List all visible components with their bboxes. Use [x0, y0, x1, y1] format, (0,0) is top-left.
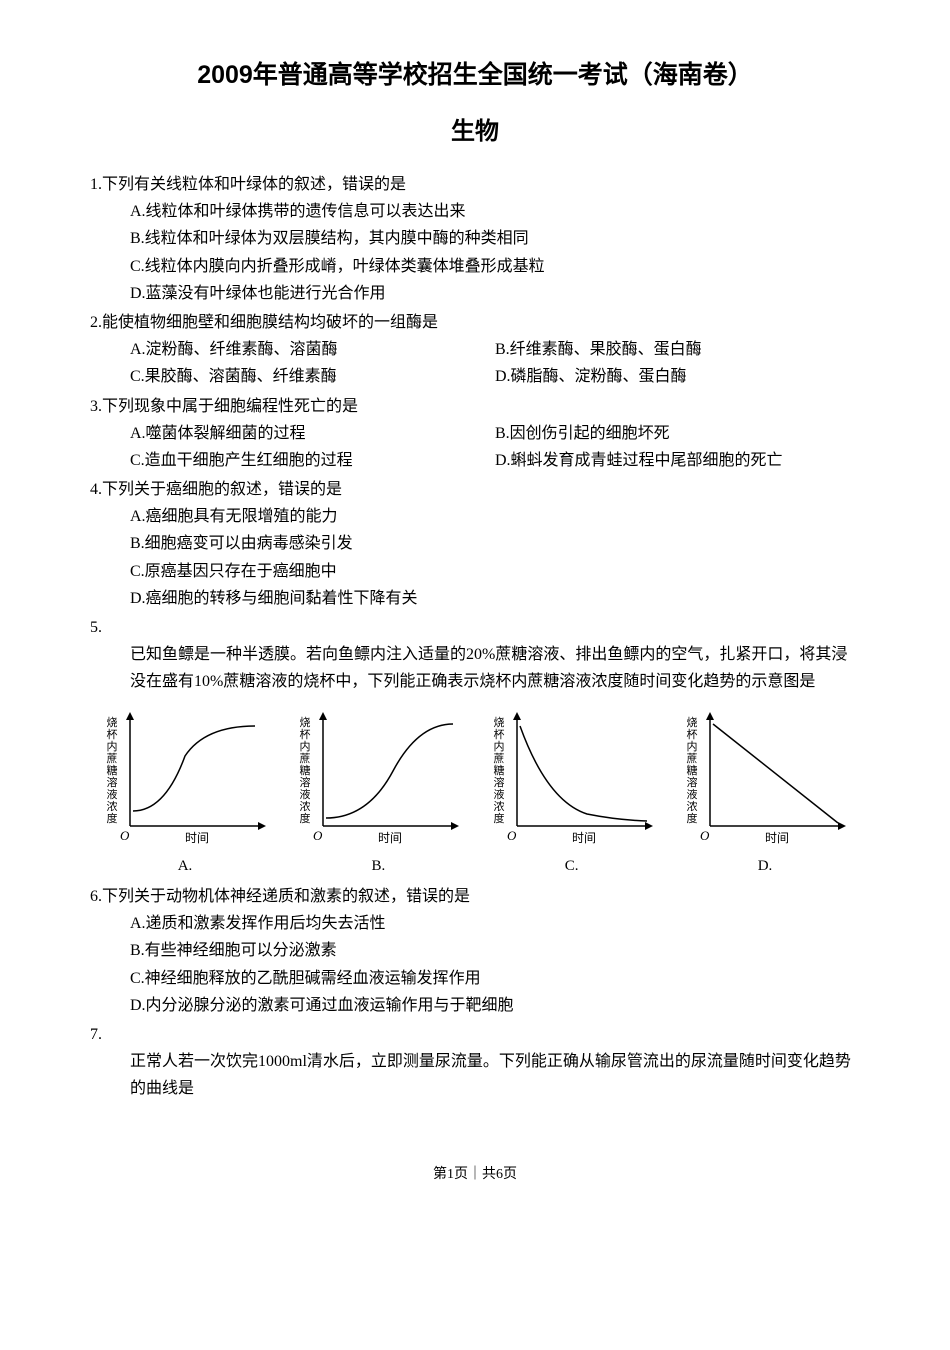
question: 3.下列现象中属于细胞编程性死亡的是A.噬菌体裂解细菌的过程B.因创伤引起的细胞… — [90, 393, 860, 475]
svg-text:时间: 时间 — [765, 831, 789, 845]
question-stem: 1.下列有关线粒体和叶绿体的叙述，错误的是 — [90, 171, 860, 198]
question-stem: 6.下列关于动物机体神经递质和激素的叙述，错误的是 — [90, 883, 860, 910]
svg-text:溶: 溶 — [300, 775, 311, 789]
svg-text:蔗: 蔗 — [300, 752, 311, 765]
svg-text:杯: 杯 — [107, 727, 118, 741]
chart-option: 烧杯内蔗糖溶液浓度 O 时间 C. — [487, 708, 657, 880]
svg-text:杯: 杯 — [493, 727, 504, 741]
svg-text:度: 度 — [686, 811, 697, 825]
option: B.细胞癌变可以由病毒感染引发 — [130, 530, 860, 557]
svg-text:烧: 烧 — [300, 716, 311, 729]
option: A.线粒体和叶绿体携带的遗传信息可以表达出来 — [130, 198, 860, 225]
svg-text:液: 液 — [300, 787, 311, 801]
option: C.神经细胞释放的乙酰胆碱需经血液运输发挥作用 — [130, 965, 860, 992]
svg-text:液: 液 — [107, 787, 118, 801]
svg-text:内: 内 — [686, 739, 697, 753]
svg-text:溶: 溶 — [493, 775, 504, 789]
svg-text:O: O — [507, 828, 517, 843]
svg-text:蔗: 蔗 — [107, 752, 118, 765]
option: C.原癌基因只存在于癌细胞中 — [130, 558, 860, 585]
question-stem: 3.下列现象中属于细胞编程性死亡的是 — [90, 393, 860, 420]
svg-text:糖: 糖 — [686, 763, 697, 777]
options: A.递质和激素发挥作用后均失去活性B.有些神经细胞可以分泌激素C.神经细胞释放的… — [130, 910, 860, 1019]
option: D.内分泌腺分泌的激素可通过血液运输作用与于靶细胞 — [130, 992, 860, 1019]
chart-option-label: A. — [100, 854, 270, 880]
svg-text:时间: 时间 — [185, 831, 209, 845]
svg-text:度: 度 — [493, 811, 504, 825]
questions-container: 1.下列有关线粒体和叶绿体的叙述，错误的是A.线粒体和叶绿体携带的遗传信息可以表… — [90, 171, 860, 1103]
options: A.噬菌体裂解细菌的过程B.因创伤引起的细胞坏死C.造血干细胞产生红细胞的过程D… — [130, 420, 860, 474]
options: A.线粒体和叶绿体携带的遗传信息可以表达出来B.线粒体和叶绿体为双层膜结构，其内… — [130, 198, 860, 307]
svg-text:糖: 糖 — [107, 763, 118, 777]
svg-text:内: 内 — [107, 739, 118, 753]
svg-text:糖: 糖 — [300, 763, 311, 777]
option: C.果胶酶、溶菌酶、纤维素酶 — [130, 363, 495, 390]
exam-title: 2009年普通高等学校招生全国统一考试（海南卷） — [90, 55, 860, 91]
options: A.淀粉酶、纤维素酶、溶菌酶B.纤维素酶、果胶酶、蛋白酶C.果胶酶、溶菌酶、纤维… — [130, 336, 860, 390]
chart-option-label: C. — [487, 854, 657, 880]
question-body: 已知鱼鳔是一种半透膜。若向鱼鳔内注入适量的20%蔗糖溶液、排出鱼鳔内的空气，扎紧… — [130, 641, 860, 695]
question-stem: 5. — [90, 614, 860, 641]
question: 5.已知鱼鳔是一种半透膜。若向鱼鳔内注入适量的20%蔗糖溶液、排出鱼鳔内的空气，… — [90, 614, 860, 879]
svg-text:度: 度 — [300, 811, 311, 825]
option: D.蝌蚪发育成青蛙过程中尾部细胞的死亡 — [495, 447, 860, 474]
option: A.噬菌体裂解细菌的过程 — [130, 420, 495, 447]
svg-text:时间: 时间 — [378, 831, 402, 845]
svg-text:浓: 浓 — [493, 800, 504, 813]
option: A.递质和激素发挥作用后均失去活性 — [130, 910, 860, 937]
svg-text:液: 液 — [686, 787, 697, 801]
option: A.癌细胞具有无限增殖的能力 — [130, 503, 860, 530]
page-footer: 第1页｜共6页 — [90, 1163, 860, 1183]
svg-text:度: 度 — [107, 811, 118, 825]
svg-text:O: O — [120, 828, 130, 843]
chart-option-label: B. — [293, 854, 463, 880]
chart-option: 烧杯内蔗糖溶液浓度 O 时间 B. — [293, 708, 463, 880]
question: 4.下列关于癌细胞的叙述，错误的是A.癌细胞具有无限增殖的能力B.细胞癌变可以由… — [90, 476, 860, 612]
question: 6.下列关于动物机体神经递质和激素的叙述，错误的是A.递质和激素发挥作用后均失去… — [90, 883, 860, 1019]
svg-text:烧: 烧 — [493, 716, 504, 729]
svg-text:蔗: 蔗 — [686, 752, 697, 765]
svg-text:杯: 杯 — [686, 727, 697, 741]
svg-text:溶: 溶 — [107, 775, 118, 789]
question-stem: 7. — [90, 1021, 860, 1048]
option: A.淀粉酶、纤维素酶、溶菌酶 — [130, 336, 495, 363]
svg-text:内: 内 — [300, 739, 311, 753]
question-stem: 4.下列关于癌细胞的叙述，错误的是 — [90, 476, 860, 503]
svg-text:浓: 浓 — [686, 800, 697, 813]
svg-text:浓: 浓 — [107, 800, 118, 813]
question-body: 正常人若一次饮完1000ml清水后，立即测量尿流量。下列能正确从输尿管流出的尿流… — [130, 1048, 860, 1102]
chart-option: 烧杯内蔗糖溶液浓度 O 时间 A. — [100, 708, 270, 880]
svg-text:糖: 糖 — [493, 763, 504, 777]
option: D.癌细胞的转移与细胞间黏着性下降有关 — [130, 585, 860, 612]
svg-text:O: O — [700, 828, 710, 843]
option: C.线粒体内膜向内折叠形成嵴，叶绿体类囊体堆叠形成基粒 — [130, 253, 860, 280]
option: C.造血干细胞产生红细胞的过程 — [130, 447, 495, 474]
option: B.线粒体和叶绿体为双层膜结构，其内膜中酶的种类相同 — [130, 225, 860, 252]
svg-text:液: 液 — [493, 787, 504, 801]
svg-text:蔗: 蔗 — [493, 752, 504, 765]
chart-option: 烧杯内蔗糖溶液浓度 O 时间 D. — [680, 708, 850, 880]
question: 1.下列有关线粒体和叶绿体的叙述，错误的是A.线粒体和叶绿体携带的遗传信息可以表… — [90, 171, 860, 307]
svg-text:时间: 时间 — [572, 831, 596, 845]
svg-text:烧: 烧 — [686, 716, 697, 729]
option: B.有些神经细胞可以分泌激素 — [130, 937, 860, 964]
svg-text:溶: 溶 — [686, 775, 697, 789]
option: B.因创伤引起的细胞坏死 — [495, 420, 860, 447]
svg-text:烧: 烧 — [107, 716, 118, 729]
question-stem: 2.能使植物细胞壁和细胞膜结构均破坏的一组酶是 — [90, 309, 860, 336]
exam-subject: 生物 — [90, 111, 860, 146]
svg-text:浓: 浓 — [300, 800, 311, 813]
svg-text:O: O — [313, 828, 323, 843]
question: 2.能使植物细胞壁和细胞膜结构均破坏的一组酶是A.淀粉酶、纤维素酶、溶菌酶B.纤… — [90, 309, 860, 391]
chart-option-label: D. — [680, 854, 850, 880]
option: D.磷脂酶、淀粉酶、蛋白酶 — [495, 363, 860, 390]
svg-text:内: 内 — [493, 739, 504, 753]
options: A.癌细胞具有无限增殖的能力B.细胞癌变可以由病毒感染引发C.原癌基因只存在于癌… — [130, 503, 860, 612]
option: B.纤维素酶、果胶酶、蛋白酶 — [495, 336, 860, 363]
chart-options-row: 烧杯内蔗糖溶液浓度 O 时间 A. 烧杯内蔗糖溶液浓度 O 时间 B. 烧杯内蔗… — [90, 708, 860, 880]
option: D.蓝藻没有叶绿体也能进行光合作用 — [130, 280, 860, 307]
question: 7.正常人若一次饮完1000ml清水后，立即测量尿流量。下列能正确从输尿管流出的… — [90, 1021, 860, 1103]
svg-text:杯: 杯 — [300, 727, 311, 741]
